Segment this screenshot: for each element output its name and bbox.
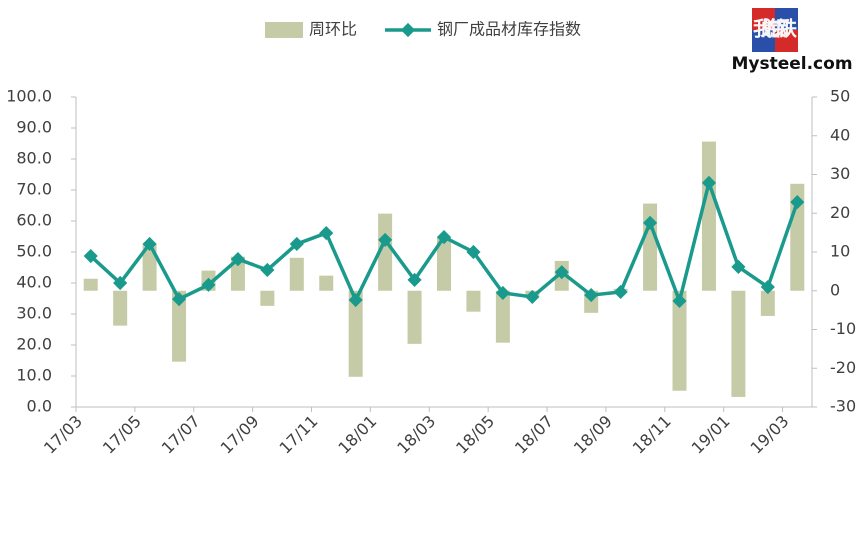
marker [142,236,157,252]
marker [171,292,187,307]
bar [760,290,775,316]
y2-tick-label: 20 [830,203,850,222]
y2-tick-label: -20 [830,358,856,377]
marker [584,288,599,303]
marker [436,230,452,245]
x-tick-label: 17/05 [99,412,145,458]
y2-tick-label: 10 [830,242,850,261]
marker [613,284,628,300]
bar [495,290,510,343]
x-tick-label: 19/01 [688,412,734,458]
y-tick-label: 20.0 [16,335,52,354]
x-tick-label: 17/03 [40,412,86,458]
x-tick-label: 19/03 [747,412,793,458]
bar [437,236,451,291]
marker [554,265,569,280]
marker [525,289,540,305]
bar [289,257,304,291]
x-tick-label: 18/07 [511,412,557,458]
marker [113,275,128,291]
marker [643,215,658,230]
y2-tick-label: 40 [830,125,850,144]
bar [319,275,334,291]
x-tick-label: 18/03 [393,412,439,458]
marker [407,272,422,287]
logo-box [775,8,798,30]
marker [260,262,275,278]
legend-label: 钢厂成品材库存指数 [437,20,581,39]
marker [790,195,805,210]
x-tick-label: 18/01 [334,412,380,458]
y-tick-label: 0.0 [27,397,52,416]
y-tick-label: 10.0 [16,366,52,385]
bar [701,141,716,291]
y-tick-label: 100.0 [6,87,52,106]
marker [466,244,481,260]
x-tick-label: 18/11 [629,412,675,458]
y-tick-label: 60.0 [16,211,52,230]
y-tick-label: 40.0 [16,273,52,292]
marker [319,226,334,241]
logo-box [775,30,798,52]
bar [407,290,422,344]
x-tick-label: 17/11 [275,412,321,458]
bar [113,290,128,326]
y-tick-label: 90.0 [16,118,52,137]
legend-marker [400,22,416,38]
x-tick-label: 18/09 [570,412,616,458]
marker [701,175,717,190]
x-tick-label: 17/07 [158,412,204,458]
y2-tick-label: 0 [830,280,840,299]
bar [142,243,157,291]
logo-en: Mysteel.com [731,54,852,74]
marker [230,252,245,267]
marker [760,279,775,295]
legend-label: 周环比 [309,20,357,39]
bar [348,290,363,377]
x-tick-label: 17/09 [217,412,263,458]
y-tick-label: 30.0 [16,304,52,323]
bar [672,290,687,391]
y2-tick-label: -30 [830,397,856,416]
logo: 我的钢铁 Mysteel.com [731,8,853,74]
logo-cn: 我的钢铁 [753,17,797,41]
bar [83,278,98,291]
y2-tick-label: 50 [830,87,850,106]
marker [731,259,746,274]
y-tick-label: 70.0 [16,180,52,199]
logo-box [752,30,775,52]
bar [378,213,393,291]
legend-swatch [265,22,303,38]
logo-box [752,8,775,30]
marker [378,232,393,247]
y-tick-label: 50.0 [16,242,52,261]
bar [260,290,275,306]
marker [348,292,363,308]
y-tick-label: 80.0 [16,149,52,168]
bar [466,290,481,312]
y2-tick-label: -10 [830,319,856,338]
x-tick-label: 18/05 [452,412,498,458]
marker [201,277,216,292]
marker [289,236,304,252]
bar [731,290,746,397]
y2-tick-label: 30 [830,164,850,183]
marker [672,293,687,309]
bar [230,256,245,291]
marker [495,285,510,300]
bar [172,290,187,362]
